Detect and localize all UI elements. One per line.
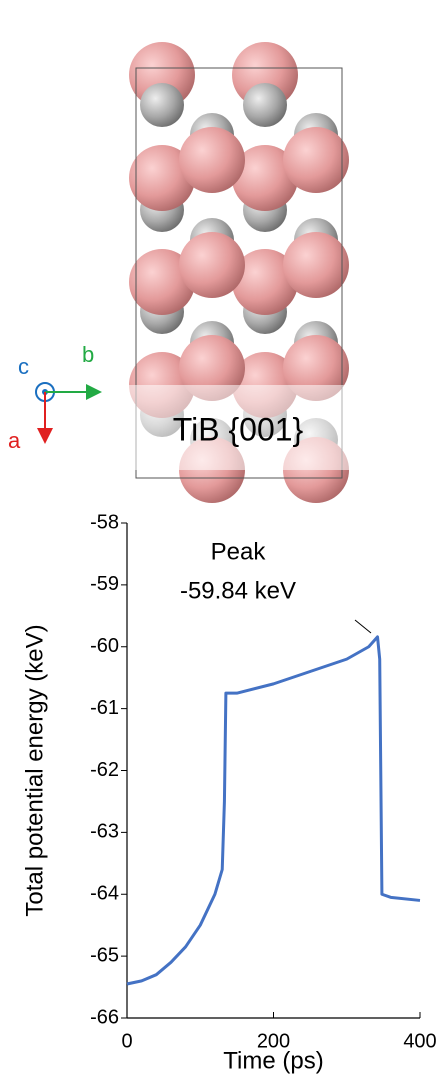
y-tick-label: -66 [90, 1006, 119, 1028]
ti-atom [179, 127, 245, 193]
annotation: Peak [211, 538, 267, 565]
data-line [127, 637, 420, 984]
structure-label: TiB {001} [173, 411, 304, 447]
y-axis-title: Total potential energy (keV) [21, 624, 48, 916]
ti-atom [283, 232, 349, 298]
y-tick-label: -65 [90, 944, 119, 966]
x-axis-title: Time (ps) [223, 1047, 323, 1074]
y-tick-label: -61 [90, 697, 119, 719]
ti-atom [283, 127, 349, 193]
y-tick-label: -63 [90, 821, 119, 843]
figure: TiB {001} c b a -66 -65 -64 -63 -62 -61 -60 -59… [0, 0, 443, 1081]
annotation-pointer [355, 620, 371, 633]
ti-atom [179, 232, 245, 298]
b-atom [140, 83, 184, 127]
y-tick-label: -60 [90, 635, 119, 657]
b-atom [243, 83, 287, 127]
y-tick-label: -58 [90, 511, 119, 533]
axis-c-label: c [18, 354, 29, 379]
annotation: -59.84 keV [180, 577, 296, 604]
x-tick-label: 0 [121, 1030, 132, 1052]
y-tick-label: -62 [90, 759, 119, 781]
x-tick-label: 400 [403, 1030, 436, 1052]
axis-b-label: b [82, 342, 94, 367]
y-tick-label: -59 [90, 573, 119, 595]
axis-a-label: a [8, 428, 21, 453]
y-tick-label: -64 [90, 883, 119, 905]
